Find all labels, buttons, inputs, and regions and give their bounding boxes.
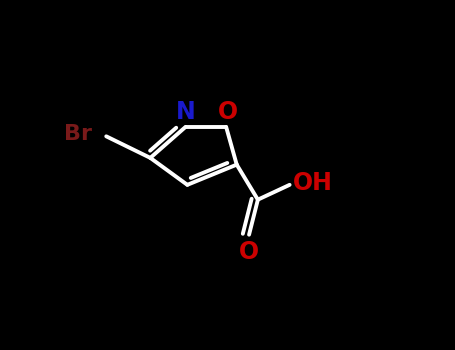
- Text: N: N: [176, 100, 196, 124]
- Text: Br: Br: [64, 124, 92, 144]
- Text: O: O: [218, 100, 238, 124]
- Text: O: O: [239, 239, 259, 264]
- Text: OH: OH: [293, 172, 332, 196]
